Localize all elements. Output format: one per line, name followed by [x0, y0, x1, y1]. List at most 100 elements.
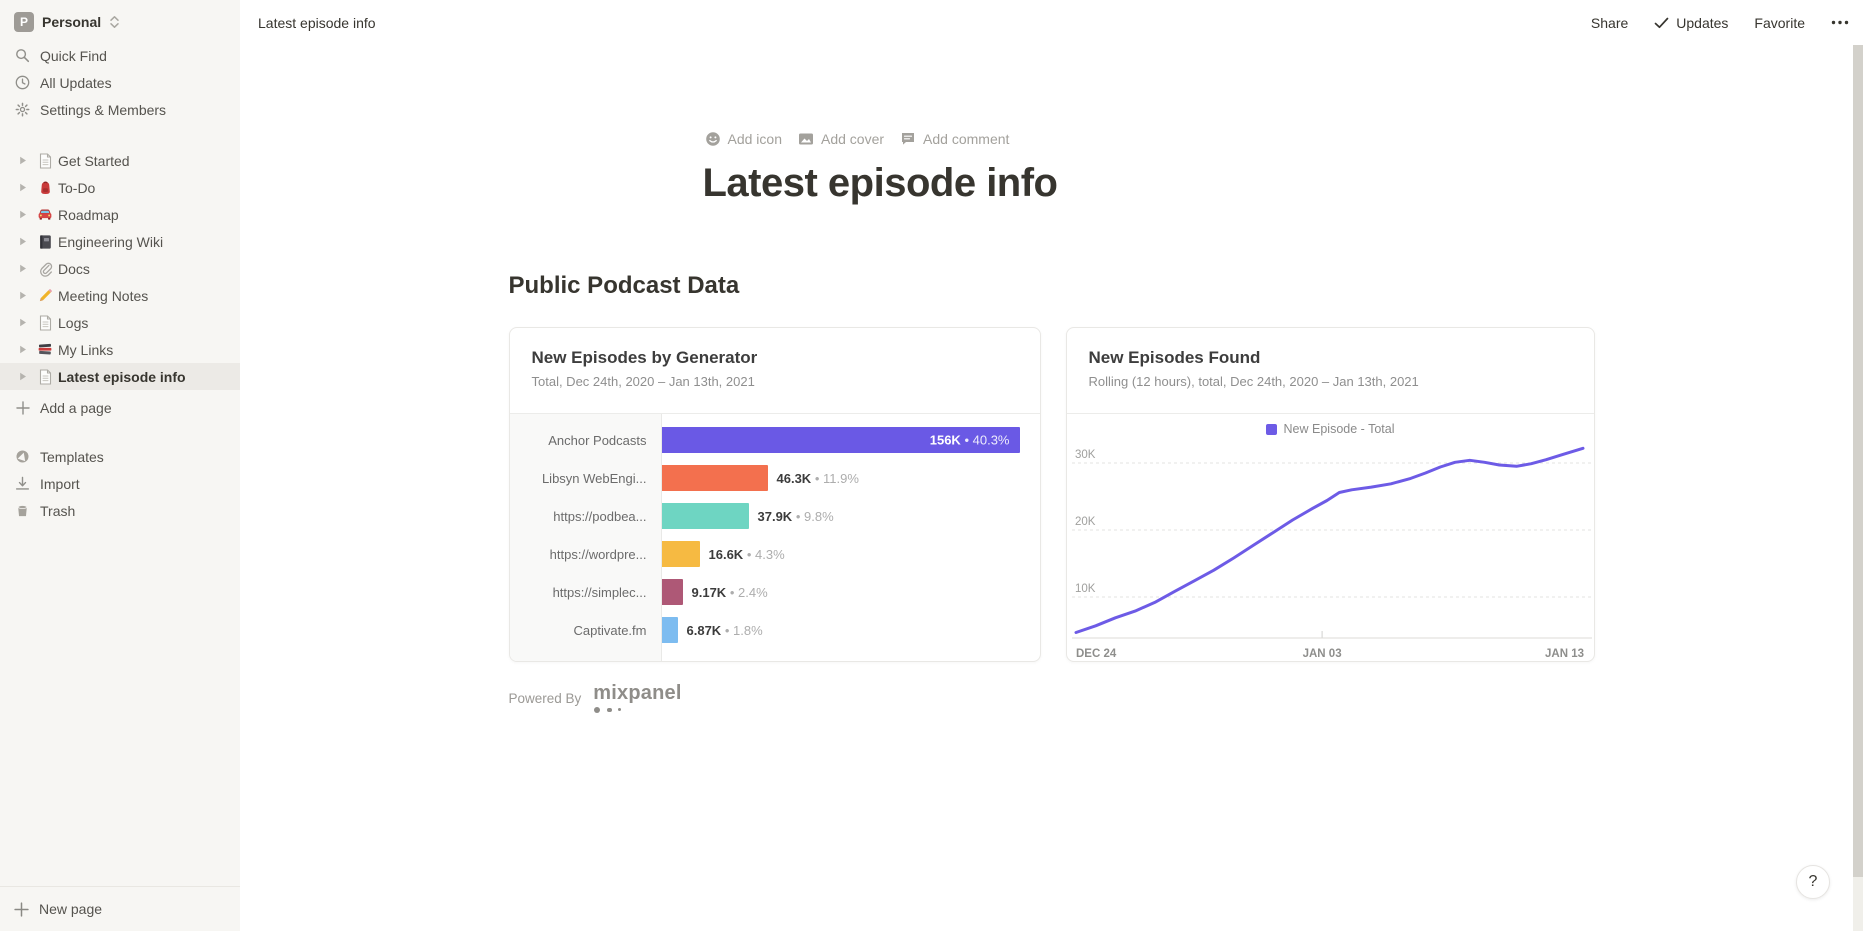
- more-menu-button[interactable]: [1831, 20, 1849, 25]
- templates-icon: [14, 448, 31, 465]
- bar-segment[interactable]: [661, 503, 749, 529]
- sidebar-page-meeting-notes[interactable]: Meeting Notes: [0, 282, 240, 309]
- add-a-page-button[interactable]: Add a page: [0, 394, 240, 421]
- sidebar-page-docs[interactable]: Docs: [0, 255, 240, 282]
- sidebar-page-label: Engineering Wiki: [58, 233, 164, 250]
- x-axis-tick-label: DEC 24: [1076, 648, 1117, 660]
- line-chart-card[interactable]: New Episodes Found Rolling (12 hours), t…: [1065, 327, 1595, 662]
- sidebar-page-label: Roadmap: [58, 206, 119, 223]
- import-icon: [14, 475, 31, 492]
- mixpanel-logo-dot: [618, 708, 622, 711]
- bar-value-label: 37.9K • 9.8%: [757, 508, 834, 524]
- page-content: Add icon Add cover Add comment Latest epis…: [240, 45, 1863, 931]
- caret-right-icon[interactable]: [14, 152, 32, 170]
- paperclip-icon: [36, 260, 54, 278]
- pencil-icon: [36, 287, 54, 305]
- bar-row[interactable]: Anchor Podcasts 156K • 40.3%: [510, 421, 1040, 459]
- caret-right-icon[interactable]: [14, 314, 32, 332]
- search-icon: [14, 47, 31, 64]
- caret-right-icon[interactable]: [14, 287, 32, 305]
- sidebar-nav: Quick Find All Updates Settings & Members: [0, 42, 240, 123]
- sidebar-item-quick-find[interactable]: Quick Find: [0, 42, 240, 69]
- page-icon: [36, 368, 54, 386]
- caret-right-icon[interactable]: [14, 233, 32, 251]
- share-button[interactable]: Share: [1590, 14, 1629, 31]
- books-icon: [36, 341, 54, 359]
- sidebar-item-trash[interactable]: Trash: [0, 497, 240, 524]
- x-axis-tick-label: JAN 03: [1302, 648, 1341, 660]
- bar-segment[interactable]: [661, 541, 700, 567]
- page-icon: [36, 314, 54, 332]
- caret-right-icon[interactable]: [14, 260, 32, 278]
- sidebar-page-label: My Links: [58, 341, 114, 358]
- caret-right-icon[interactable]: [14, 179, 32, 197]
- mixpanel-embed: New Episodes by Generator Total, Dec 24t…: [508, 327, 1595, 662]
- sidebar-page-latest-episode-info[interactable]: Latest episode info: [0, 363, 240, 390]
- bar-row[interactable]: https://simplec... 9.17K • 2.4%: [510, 573, 1040, 611]
- sidebar-page-my-links[interactable]: My Links: [0, 336, 240, 363]
- bar-row[interactable]: Captivate.fm 6.87K • 1.8%: [510, 611, 1040, 649]
- sidebar-item-import[interactable]: Import: [0, 470, 240, 497]
- workspace-switcher[interactable]: P Personal: [0, 0, 240, 42]
- bar-segment[interactable]: [661, 617, 678, 643]
- chevron-up-down-icon: [109, 14, 120, 30]
- sidebar-item-settings-members[interactable]: Settings & Members: [0, 96, 240, 123]
- bar-category-label: https://wordpre...: [549, 546, 647, 562]
- caret-right-icon[interactable]: [14, 368, 32, 386]
- bar-segment[interactable]: [661, 465, 768, 491]
- sidebar: P Personal Quick Find All Updates Settings…: [0, 0, 240, 931]
- sidebar-page-label: To-Do: [58, 179, 96, 196]
- sidebar-item-label: Quick Find: [40, 47, 107, 64]
- add-comment-button[interactable]: Add comment: [900, 131, 1009, 147]
- mixpanel-logo[interactable]: mixpanel: [593, 683, 681, 713]
- sidebar-item-templates[interactable]: Templates: [0, 443, 240, 470]
- page-title[interactable]: Latest episode info: [702, 161, 1059, 205]
- sidebar-page-label: Docs: [58, 260, 90, 277]
- bar-row[interactable]: https://podbea... 37.9K • 9.8%: [510, 497, 1040, 535]
- comment-icon: [900, 131, 916, 147]
- notebook-icon: [36, 233, 54, 251]
- sidebar-page-roadmap[interactable]: Roadmap: [0, 201, 240, 228]
- sidebar-item-all-updates[interactable]: All Updates: [0, 69, 240, 96]
- bar-track: 37.9K • 9.8%: [661, 503, 1040, 529]
- bar-chart-card[interactable]: New Episodes by Generator Total, Dec 24t…: [508, 327, 1041, 662]
- scrollbar[interactable]: [1853, 45, 1863, 931]
- sidebar-page-label: Logs: [58, 314, 89, 331]
- section-heading[interactable]: Public Podcast Data: [508, 272, 740, 299]
- caret-right-icon[interactable]: [14, 341, 32, 359]
- sidebar-page-to-do[interactable]: To-Do: [0, 174, 240, 201]
- page-icon: [36, 152, 54, 170]
- topbar-actions: Share Updates Favorite: [1591, 15, 1849, 31]
- emoji-icon: [705, 131, 721, 147]
- bar-segment[interactable]: 156K • 40.3%: [661, 427, 1020, 453]
- bar-track: 9.17K • 2.4%: [661, 579, 1040, 605]
- add-a-page-label: Add a page: [40, 399, 112, 416]
- bar-chart-body: Anchor Podcasts 156K • 40.3% Libsyn WebEng…: [509, 414, 1040, 661]
- bar-value-label: 9.17K • 2.4%: [691, 584, 768, 600]
- plus-icon: [14, 901, 29, 917]
- sidebar-item-label: Trash: [40, 502, 76, 519]
- scrollbar-thumb[interactable]: [1853, 45, 1863, 877]
- line-chart-header: New Episodes Found Rolling (12 hours), t…: [1067, 328, 1594, 413]
- add-icon-button[interactable]: Add icon: [705, 131, 782, 147]
- favorite-button[interactable]: Favorite: [1754, 14, 1805, 31]
- sidebar-page-logs[interactable]: Logs: [0, 309, 240, 336]
- sidebar-page-engineering-wiki[interactable]: Engineering Wiki: [0, 228, 240, 255]
- bar-segment[interactable]: [661, 579, 683, 605]
- bar-value-label: 6.87K • 1.8%: [686, 622, 763, 638]
- line-series[interactable]: [1074, 446, 1584, 634]
- bar-track: 16.6K • 4.3%: [661, 541, 1040, 567]
- caret-right-icon[interactable]: [14, 206, 32, 224]
- bar-row[interactable]: https://wordpre... 16.6K • 4.3%: [510, 535, 1040, 573]
- bar-track: 46.3K • 11.9%: [661, 465, 1040, 491]
- add-cover-button[interactable]: Add cover: [798, 131, 884, 147]
- new-page-button[interactable]: New page: [0, 886, 240, 931]
- line-chart-title: New Episodes Found: [1088, 348, 1261, 367]
- sidebar-page-get-started[interactable]: Get Started: [0, 147, 240, 174]
- help-button[interactable]: ?: [1796, 865, 1830, 899]
- action-label: Add icon: [727, 131, 782, 147]
- bar-row[interactable]: Libsyn WebEngi... 46.3K • 11.9%: [510, 459, 1040, 497]
- updates-button[interactable]: Updates: [1654, 15, 1728, 31]
- breadcrumb[interactable]: Latest episode info: [258, 14, 376, 31]
- sidebar-page-label: Latest episode info: [58, 368, 186, 385]
